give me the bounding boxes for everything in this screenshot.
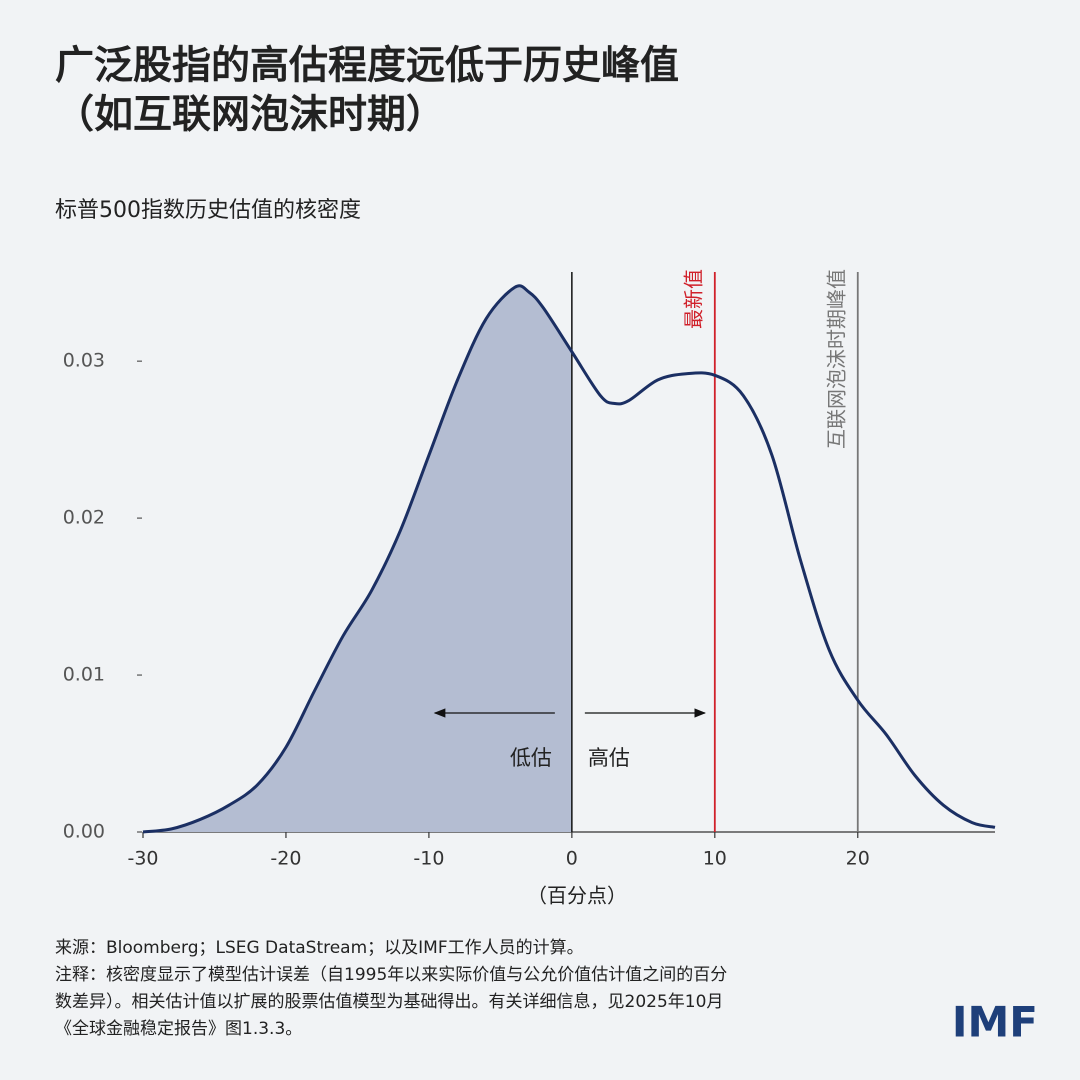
x-axis-label: （百分点） (527, 884, 627, 908)
x-tick-label: -30 (127, 848, 158, 870)
x-tick-label: 20 (846, 848, 870, 870)
source-note: 来源：Bloomberg；LSEG DataStream；以及IMF工作人员的计… (55, 938, 584, 958)
x-tick-label: -20 (270, 848, 301, 870)
chart-title: 广泛股指的高估程度远低于历史峰值 (55, 44, 679, 89)
y-tick-label: 0.00 (63, 821, 105, 843)
logo: IMF (952, 998, 1038, 1047)
reference-label: 最新值 (681, 269, 705, 329)
footnote: 注释：核密度显示了模型估计误差（自1995年以来实际价值与公允价值估计值之间的百… (55, 965, 727, 985)
y-tick-label: 0.03 (63, 350, 105, 372)
footnote: 数差异）。相关估计值以扩展的股票估值模型为基础得出。有关详细信息，见2025年1… (55, 992, 723, 1012)
y-tick-label: 0.02 (63, 507, 105, 529)
footnote: 《全球金融稳定报告》图1.3.3。 (55, 1019, 302, 1039)
chart-subtitle: 标普500指数历史估值的核密度 (55, 198, 361, 223)
density-line (142, 284, 996, 834)
chart-title: （如互联网泡沫时期） (55, 93, 445, 138)
x-tick-label: -10 (413, 848, 444, 870)
reference-label: 互联网泡沫时期峰值 (824, 269, 848, 449)
x-tick-label: 10 (703, 848, 727, 870)
x-tick-label: 0 (566, 848, 578, 870)
y-tick-label: 0.01 (63, 664, 105, 686)
arrow-label: 低估 (510, 746, 552, 770)
arrow-label: 高估 (588, 746, 630, 770)
density-area (143, 285, 572, 832)
